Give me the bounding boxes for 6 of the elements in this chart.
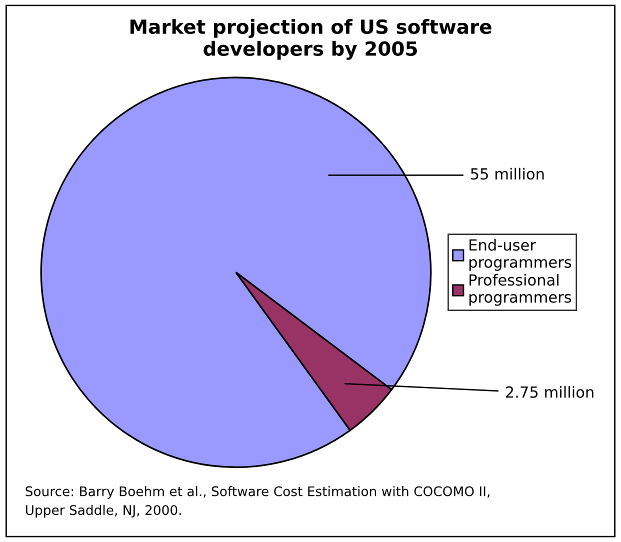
chart-title: Market projection of US software developers by 2005 [130,18,492,60]
source-note: Source: Barry Boehm et al., Software Cost Estimation with COCOMO II, Upper Saddle, NJ, 2000. [26,486,490,518]
legend-label: Professional programmers [469,274,572,306]
legend-label: End-user programmers [469,238,572,271]
data-label: 2.75 million [506,386,594,398]
data-label: 55 million [470,168,544,180]
